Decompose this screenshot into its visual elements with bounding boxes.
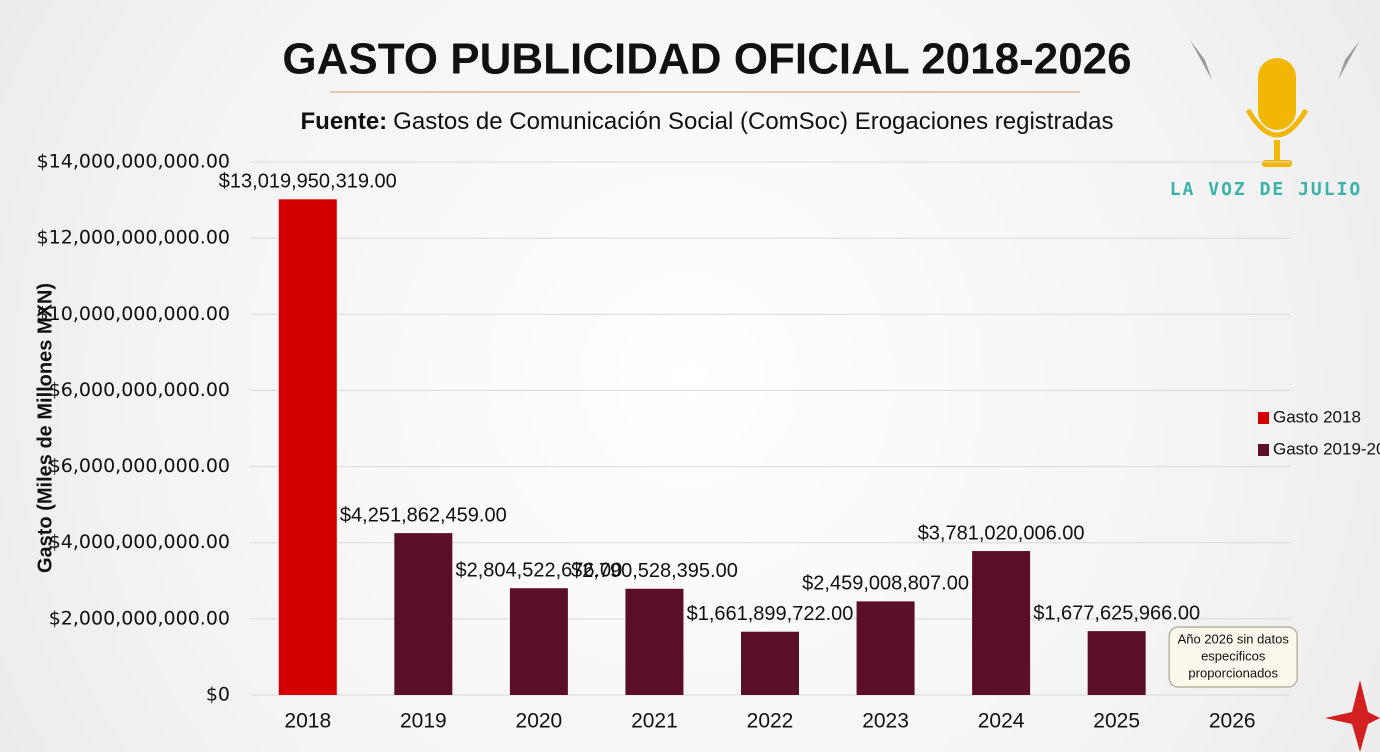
x-tick-label: 2018	[284, 710, 331, 733]
legend-swatch	[1258, 444, 1269, 456]
x-tick-label: 2024	[978, 710, 1025, 733]
logo-bolt	[1338, 40, 1360, 80]
annotation-text: Año 2026 sin datos	[1178, 631, 1290, 646]
y-tick-label: $0	[206, 684, 230, 706]
x-tick-label: 2019	[400, 710, 447, 733]
y-tick-label: $12,000,000,000.00	[37, 227, 230, 249]
logo: LA VOZ DE JULIO	[1170, 40, 1363, 200]
bar	[1087, 631, 1146, 695]
legend-label: Gasto 2018	[1273, 407, 1361, 426]
x-tick-label: 2021	[631, 710, 678, 733]
x-tick-label: 2022	[747, 710, 794, 733]
y-tick-label: $6,000,000,000.00	[49, 455, 230, 477]
decor-star	[1325, 680, 1380, 752]
source-label: Fuente:	[301, 108, 388, 135]
value-label: $2,459,008,807.00	[802, 573, 969, 595]
chart-title: GASTO PUBLICIDAD OFICIAL 2018-2026	[282, 35, 1131, 84]
y-tick-label: $14,000,000,000.00	[37, 151, 230, 173]
y-axis-label: Gasto (Miles de Millones MXN)	[34, 283, 56, 573]
x-tick-label: 2025	[1093, 710, 1140, 733]
value-label: $13,019,950,319.00	[219, 171, 397, 193]
bar	[394, 533, 453, 695]
subtitle: Fuente: Gastos de Comunicación Social (Co…	[301, 108, 1114, 135]
x-tick-label: 2020	[516, 710, 563, 733]
logo-mic-stand	[1274, 140, 1280, 160]
bar	[741, 631, 799, 695]
x-tick-label: 2026	[1209, 710, 1256, 733]
legend-label: Gasto 2019-20	[1273, 439, 1380, 458]
value-label: $2,804,522,676.00	[455, 560, 622, 582]
value-label: $3,781,020,006.00	[918, 522, 1085, 544]
logo-text: LA VOZ DE JULIO	[1170, 179, 1363, 200]
logo-mic	[1258, 58, 1296, 130]
value-label: $1,677,625,966.00	[1033, 602, 1200, 624]
subtitle-text: Gastos de Comunicación Social (ComSoc) E…	[393, 108, 1113, 135]
legend-swatch	[1258, 412, 1269, 424]
value-label: $1,661,899,722.00	[687, 603, 854, 625]
bar	[972, 551, 1031, 695]
x-tick-label: 2023	[862, 710, 909, 733]
logo-mic-base	[1262, 160, 1292, 167]
y-tick-label: $10,000,000,000.00	[37, 303, 230, 325]
logo-mic-arm	[1245, 108, 1309, 138]
y-tick-label: $4,000,000,000.00	[49, 531, 230, 553]
logo-bolt	[1190, 40, 1212, 80]
y-tick-label: $2,000,000,000.00	[49, 607, 230, 629]
bar	[509, 588, 568, 695]
annotation-box	[1168, 626, 1298, 688]
bar	[278, 199, 337, 695]
annotation-text: proporcionados	[1188, 665, 1278, 680]
bar	[625, 588, 684, 695]
value-label: $2,790,528,395.00	[571, 560, 738, 582]
value-label: $4,251,862,459.00	[340, 504, 507, 526]
annotation-text: especificos	[1201, 648, 1266, 663]
bar	[856, 601, 915, 695]
y-tick-label: $6,000,000,000.00	[49, 379, 230, 401]
